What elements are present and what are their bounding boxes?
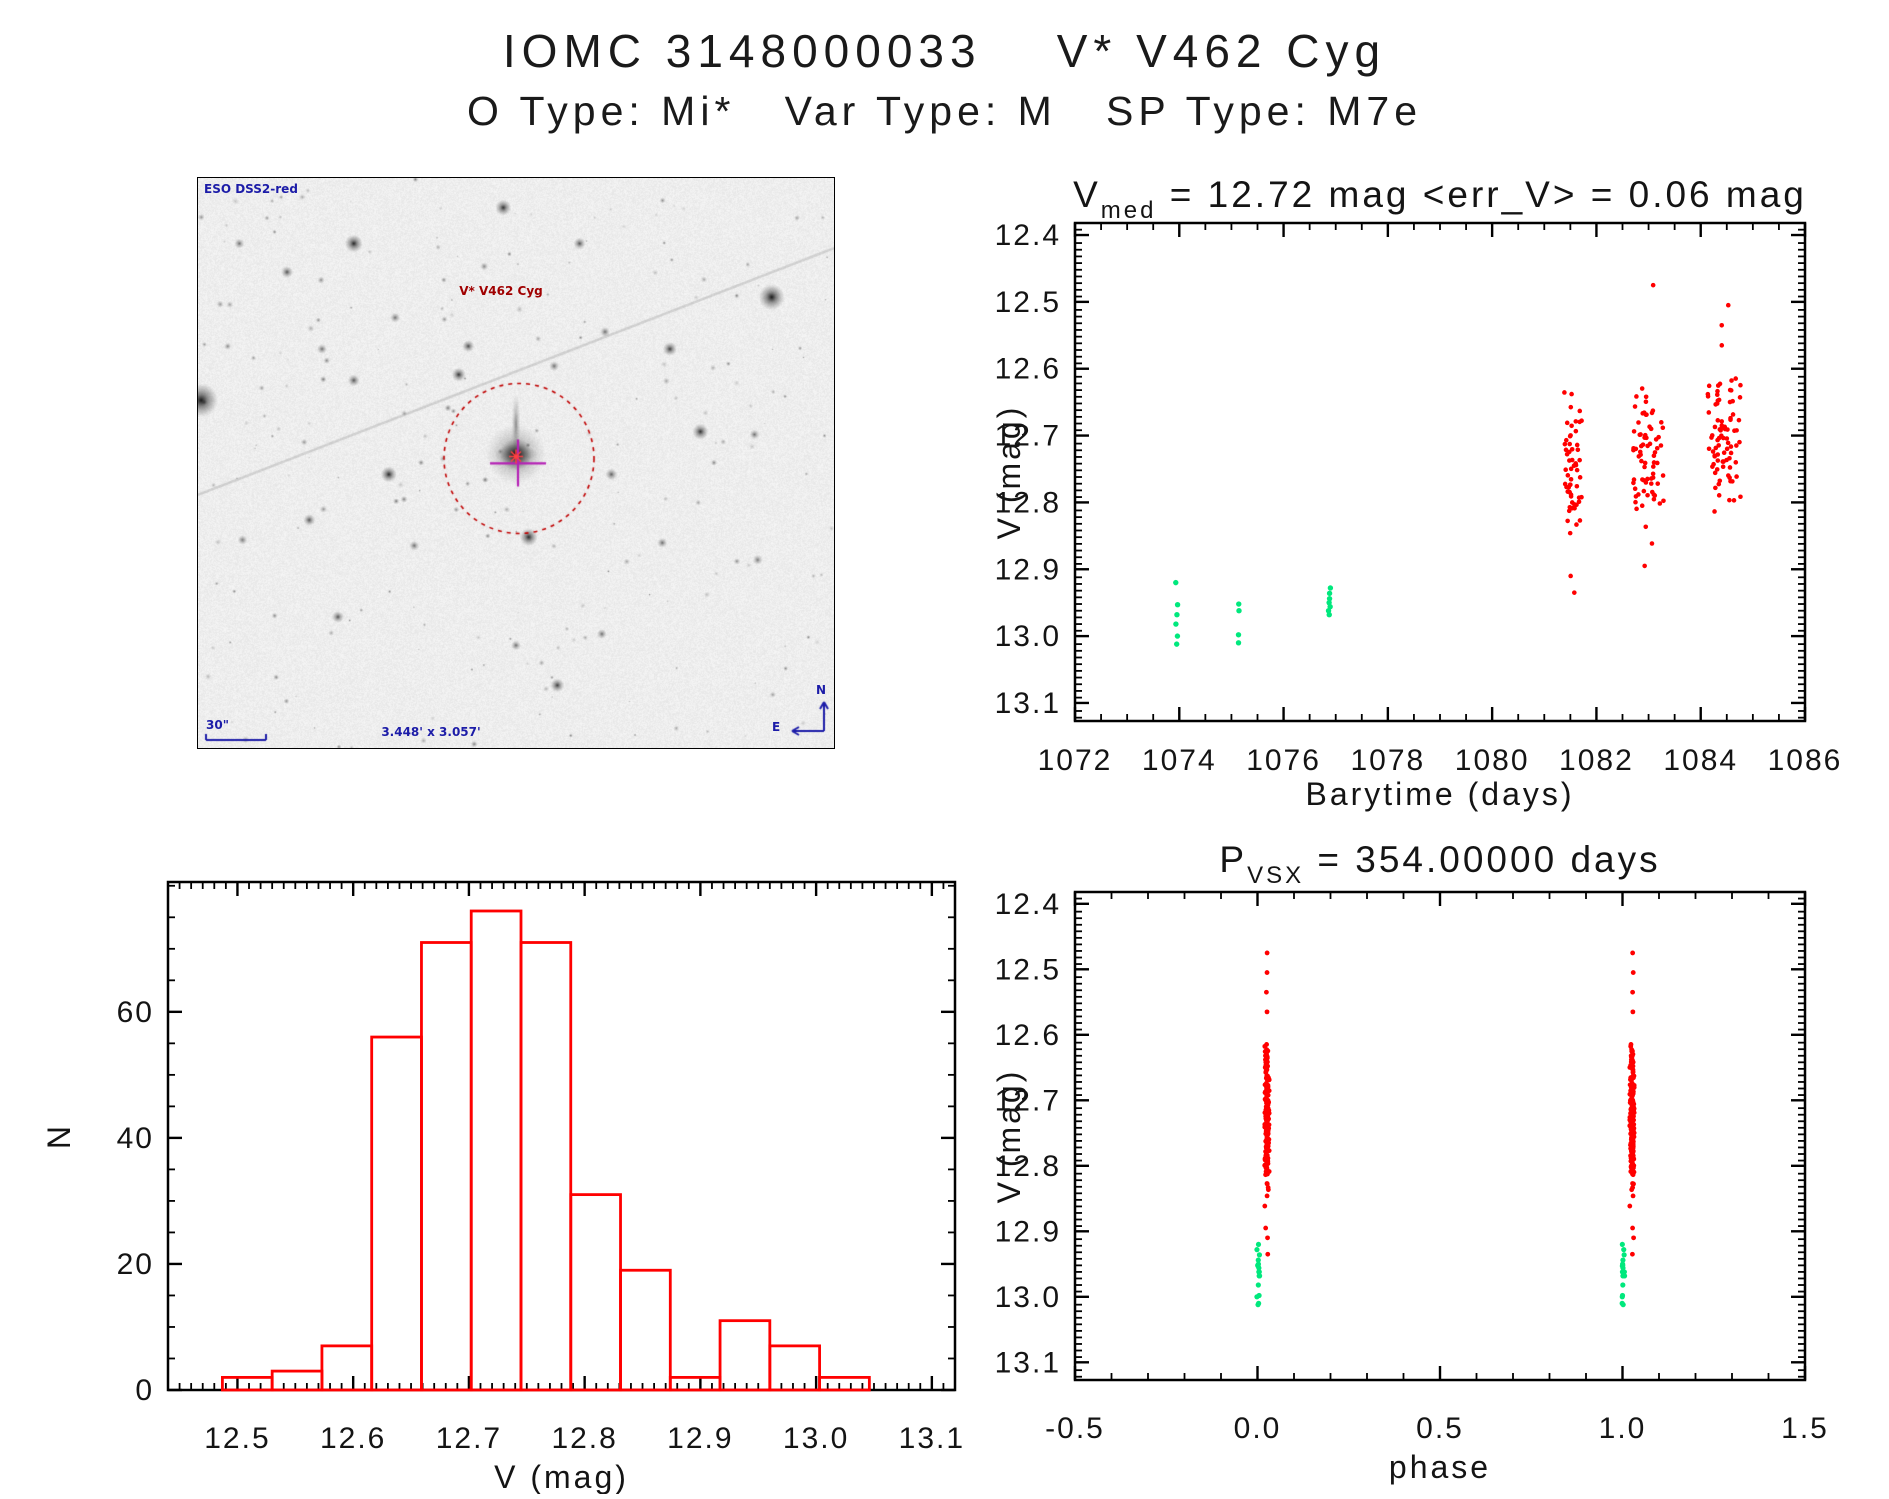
x-tick-label: 1082 [1559,744,1634,777]
y-tick-label: 12.4 [995,888,1061,921]
x-tick-label: 12.8 [551,1422,617,1455]
histogram-bar [818,1375,871,1392]
green-phase-points [1254,1241,1628,1308]
axis-tick-labels: 12.5 12.6 12.7 12.8 12.9 13.0 13.1 0 20 40 60 [117,996,965,1455]
y-axis-title: N [41,1123,77,1149]
starfield-canvas [198,178,834,748]
x-tick-label: 12.9 [667,1422,733,1455]
x-axis-title: phase [1389,1449,1491,1485]
x-tick-label: 1.5 [1781,1412,1829,1445]
y-tick-label: 13.0 [995,1281,1061,1314]
y-tick-label: 60 [117,996,154,1029]
histogram-bars [220,909,871,1392]
x-tick-label: 12.6 [320,1422,386,1455]
x-tick-label: 1084 [1663,744,1738,777]
axis-ticks [1073,222,1807,721]
y-tick-label: 12.9 [995,1215,1061,1248]
histogram-bar [768,1344,821,1392]
x-tick-label: 1074 [1142,744,1217,777]
x-tick-label: 12.7 [436,1422,502,1455]
x-tick-label: 13.0 [783,1422,849,1455]
page-title: IOMC 3148000033 V* V462 Cyg [502,25,1387,77]
axis-tick-labels: 1072 1074 1076 1078 1080 1082 1084 1086 12.4 12.5… [995,219,1843,777]
green-data-points [1173,579,1334,647]
histogram-bar [270,1369,324,1392]
y-tick-label: 12.6 [995,1019,1061,1052]
y-tick-label: 12.8 [995,1150,1061,1183]
y-tick-label: 20 [117,1248,154,1281]
histogram-bar [220,1375,274,1392]
histogram-bar [718,1319,772,1392]
y-tick-label: 13.1 [995,687,1061,720]
plot-frame [1073,221,1807,723]
y-tick-label: 13.1 [995,1346,1061,1379]
red-data-points [1562,282,1743,595]
x-tick-label: 1076 [1246,744,1321,777]
y-tick-label: 12.8 [995,486,1061,519]
lightcurve-chart: Vmed = 12.72 mag <err_V> = 0.06 mag 1072 1… [940,150,1889,827]
phase-folded-chart: PVSX = 354.00000 days -0.5 0.0 0.5 1.0 1.5 12.… [940,830,1889,1499]
y-tick-label: 40 [117,1122,154,1155]
axis-ticks [1073,891,1807,1380]
page-subtitle: O Type: Mi* Var Type: M SP Type: M7e [466,88,1423,134]
histogram-bar [469,909,523,1392]
axis-tick-labels: -0.5 0.0 0.5 1.0 1.5 12.4 12.5 12.6 12.7 12.8 12.9… [995,888,1829,1445]
chart-title: PVSX = 354.00000 days [1219,839,1660,889]
x-tick-label: -0.5 [1045,1412,1105,1445]
x-tick-label: 1078 [1350,744,1425,777]
x-tick-label: 1080 [1455,744,1530,777]
y-axis-title: V (mag) [991,1069,1027,1204]
y-tick-label: 12.7 [995,420,1061,453]
x-tick-label: 1072 [1038,744,1113,777]
x-tick-label: 1.0 [1599,1412,1647,1445]
chart-title: Vmed = 12.72 mag <err_V> = 0.06 mag [1073,174,1807,224]
x-axis-title: Barytime (days) [1305,776,1574,812]
y-tick-label: 12.6 [995,353,1061,386]
y-tick-label: 13.0 [995,620,1061,653]
chart-svg: PVSX = 354.00000 days -0.5 0.0 0.5 1.0 1.5 12.… [991,839,1829,1485]
plot-frame [166,880,957,1392]
x-tick-label: 0.0 [1234,1412,1282,1445]
histogram-bar [519,941,573,1392]
y-axis-title: V (mag) [991,405,1027,540]
compass-north-label: N [816,683,827,697]
x-axis-title: V (mag) [494,1459,629,1494]
target-label: V* V462 Cyg [459,284,543,298]
y-tick-label: 12.5 [995,953,1061,986]
y-tick-label: 12.9 [995,553,1061,586]
finder-chart-image: ESO DSS2-red V* V462 Cyg 30" 3.448' x 3.… [197,177,835,749]
y-tick-label: 12.5 [995,286,1061,319]
histogram-bar [370,1035,423,1392]
y-tick-label: 12.4 [995,219,1061,252]
y-tick-label: 12.7 [995,1084,1061,1117]
fov-size-label: 3.448' x 3.057' [381,725,481,739]
survey-label: ESO DSS2-red [204,182,298,196]
scale-bar-label: 30" [206,718,229,732]
histogram-bar [569,1193,622,1392]
compass-east-label: E [772,720,781,734]
red-phase-points [1262,950,1637,1257]
plot-frame [1073,890,1807,1382]
histogram-bar [619,1268,672,1392]
x-tick-label: 1086 [1768,744,1843,777]
magnitude-histogram-chart: 12.5 12.6 12.7 12.8 12.9 13.0 13.1 0 20 40 60 V (ma… [40,845,980,1499]
y-tick-label: 0 [135,1374,154,1407]
x-tick-label: 12.5 [204,1422,270,1455]
axis-ticks [167,882,956,1392]
x-tick-label: 13.1 [899,1422,965,1455]
x-tick-label: 0.5 [1416,1412,1464,1445]
histogram-bar [420,941,473,1392]
chart-svg: 12.5 12.6 12.7 12.8 12.9 13.0 13.1 0 20 40 60 V (ma… [41,880,965,1495]
